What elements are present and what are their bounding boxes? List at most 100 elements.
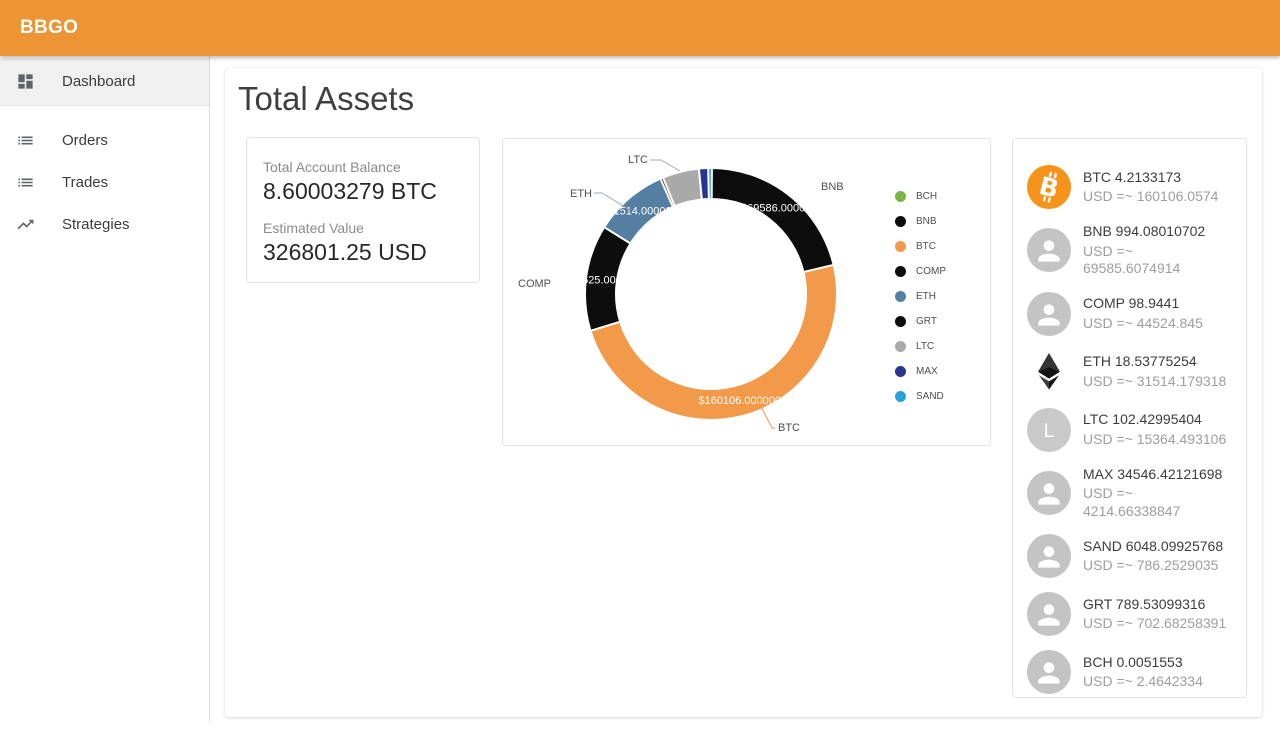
bitcoin-logo-icon: B xyxy=(1027,165,1071,209)
legend-color-dot xyxy=(895,316,906,327)
callout-label-btc: BTC xyxy=(778,422,800,434)
legend-label: SAND xyxy=(916,391,944,402)
callout-line-eth xyxy=(594,192,631,211)
asset-usd-value: USD =~ 31514.179318 xyxy=(1083,372,1227,389)
legend-item-comp[interactable]: COMP xyxy=(895,259,946,284)
callout-line-btc xyxy=(753,392,775,429)
asset-text: ETH 18.53775254 USD =~ 31514.179318 xyxy=(1083,353,1231,390)
asset-text: COMP 98.9441 USD =~ 44524.845 xyxy=(1083,295,1231,332)
sidebar: Dashboard Orders Trades Strategies xyxy=(0,56,210,722)
asset-text: LTC 102.42995404 USD =~ 15364.493106 xyxy=(1083,411,1231,448)
asset-list-card: B BTC 4.2133173 USD =~ 160106.0574 BNB 994.… xyxy=(1012,138,1247,698)
generic-coin-avatar-icon xyxy=(1027,534,1071,578)
svg-text:L: L xyxy=(1044,421,1055,442)
sidebar-item-dashboard[interactable]: Dashboard xyxy=(0,58,209,105)
legend-item-sand[interactable]: SAND xyxy=(895,384,946,409)
slice-value-label-btc: $160106.000000 xyxy=(698,395,781,407)
main-content: Total Assets Total Account Balance 8.600… xyxy=(210,68,1280,717)
generic-coin-avatar-icon xyxy=(1027,228,1071,273)
asset-text: BNB 994.08010702 USD =~ 69585.6074914 xyxy=(1083,223,1231,278)
asset-usd-value: USD =~ 702.68258391 xyxy=(1083,615,1227,631)
asset-usd-value: USD =~ 2.4642334 xyxy=(1083,673,1203,689)
generic-coin-avatar-icon xyxy=(1027,291,1071,336)
sidebar-divider xyxy=(0,105,209,106)
asset-list-item-btc: B BTC 4.2133173 USD =~ 160106.0574 xyxy=(1027,165,1232,209)
asset-avatar xyxy=(1027,592,1071,636)
asset-usd-value: USD =~ 15364.493106 xyxy=(1083,430,1227,447)
legend-label: COMP xyxy=(916,266,946,277)
legend-color-dot xyxy=(895,291,906,302)
asset-avatar xyxy=(1027,291,1071,336)
app-title: BBGO xyxy=(20,17,79,38)
asset-usd-value: USD =~ 4214.66338847 xyxy=(1083,485,1181,519)
legend-color-dot xyxy=(895,366,906,377)
legend-item-bch[interactable]: BCH xyxy=(895,184,946,209)
generic-coin-avatar-icon xyxy=(1027,650,1071,694)
asset-amount: ETH 18.53775254 xyxy=(1083,353,1197,369)
generic-coin-avatar-icon xyxy=(1027,592,1071,636)
sidebar-item-label: Orders xyxy=(62,131,108,149)
sidebar-item-trades[interactable]: Trades xyxy=(0,161,209,203)
legend-item-max[interactable]: MAX xyxy=(895,359,946,384)
asset-list-item-bch: BCH 0.0051553 USD =~ 2.4642334 xyxy=(1027,650,1232,694)
asset-list-item-bnb: BNB 994.08010702 USD =~ 69585.6074914 xyxy=(1027,223,1232,278)
dashboard-card: Total Assets Total Account Balance 8.600… xyxy=(225,68,1262,717)
legend-label: BTC xyxy=(916,241,936,252)
asset-amount: BCH 0.0051553 xyxy=(1083,653,1183,670)
asset-avatar xyxy=(1027,534,1071,578)
asset-avatar: L xyxy=(1027,407,1071,452)
asset-avatar xyxy=(1027,350,1071,394)
estimated-value: 326801.25 USD xyxy=(263,239,427,265)
legend-item-ltc[interactable]: LTC xyxy=(895,334,946,359)
total-account-balance-value: 8.60003279 BTC xyxy=(263,178,437,204)
asset-avatar xyxy=(1027,228,1071,273)
dashboard-icon xyxy=(18,74,33,89)
estimated-value-label: Estimated Value xyxy=(263,220,364,236)
asset-usd-value: USD =~ 160106.0574 xyxy=(1083,188,1219,204)
asset-amount: COMP 98.9441 xyxy=(1083,295,1180,311)
total-account-balance-label: Total Account Balance xyxy=(263,159,401,175)
callout-label-bnb: BNB xyxy=(821,181,844,193)
sidebar-item-orders[interactable]: Orders xyxy=(0,119,209,161)
asset-avatar xyxy=(1027,650,1071,694)
sidebar-nav: Dashboard Orders Trades Strategies xyxy=(0,58,209,245)
asset-list-item-max: MAX 34546.42121698 USD =~ 4214.66338847 xyxy=(1027,466,1232,521)
sidebar-item-strategies[interactable]: Strategies xyxy=(0,203,209,245)
donut-slice-bnb[interactable] xyxy=(710,166,835,274)
legend-item-grt[interactable]: GRT xyxy=(895,309,946,334)
asset-amount: LTC 102.42995404 xyxy=(1083,411,1202,427)
asset-list-item-comp: COMP 98.9441 USD =~ 44524.845 xyxy=(1027,291,1232,336)
generic-coin-avatar-icon xyxy=(1027,470,1071,515)
legend-label: BNB xyxy=(916,216,937,227)
ethereum-logo-icon xyxy=(1038,352,1060,389)
legend-label: LTC xyxy=(916,341,935,352)
legend-item-bnb[interactable]: BNB xyxy=(895,209,946,234)
asset-list-item-ltc: L LTC 102.42995404 USD =~ 15364.493106 xyxy=(1027,407,1232,452)
app-bar: BBGO xyxy=(0,0,1280,56)
legend-color-dot xyxy=(895,266,906,277)
legend-label: ETH xyxy=(916,291,936,302)
asset-usd-value: USD =~ 786.2529035 xyxy=(1083,557,1219,573)
legend-label: MAX xyxy=(916,366,938,377)
slice-value-label-comp: $44525.000000 xyxy=(564,275,640,287)
sidebar-item-label: Dashboard xyxy=(62,73,136,90)
asset-amount: GRT 789.53099316 xyxy=(1083,595,1206,612)
asset-amount: MAX 34546.42121698 xyxy=(1083,465,1223,482)
asset-usd-value: USD =~ 69585.6074914 xyxy=(1083,242,1181,277)
asset-text: BCH 0.0051553 USD =~ 2.4642334 xyxy=(1083,654,1231,691)
asset-amount: SAND 6048.09925768 xyxy=(1083,537,1224,554)
legend-color-dot xyxy=(895,241,906,252)
asset-usd-value: USD =~ 44524.845 xyxy=(1083,314,1203,331)
callout-label-comp: COMP xyxy=(518,278,551,290)
slice-value-label-eth: $31514.000000 xyxy=(601,205,677,217)
legend-label: BCH xyxy=(916,191,938,202)
sidebar-item-label: Trades xyxy=(62,173,109,191)
balance-card: Total Account Balance 8.60003279 BTC Est… xyxy=(246,137,480,283)
legend-color-dot xyxy=(895,191,906,202)
legend-item-eth[interactable]: ETH xyxy=(895,284,946,309)
legend-item-btc[interactable]: BTC xyxy=(895,234,946,259)
asset-list: B BTC 4.2133173 USD =~ 160106.0574 BNB 994.… xyxy=(1027,165,1232,694)
donut-slice-sand[interactable] xyxy=(707,166,713,201)
asset-text: SAND 6048.09925768 USD =~ 786.2529035 xyxy=(1083,538,1231,575)
donut-slice-btc[interactable] xyxy=(589,263,838,421)
